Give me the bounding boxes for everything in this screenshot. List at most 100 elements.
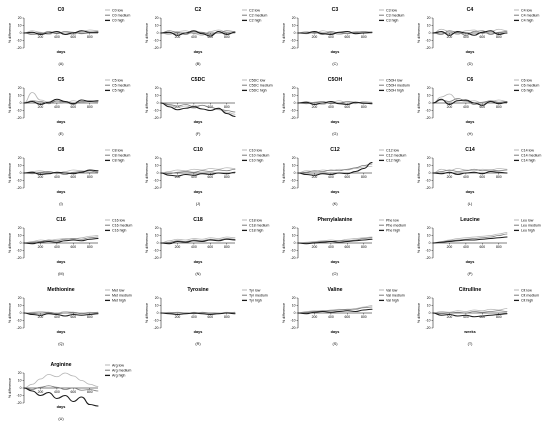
y-tick-label: 20: [427, 156, 431, 160]
legend-entry: C5DC medium: [249, 84, 273, 88]
x-tick-label: 800: [87, 245, 93, 249]
x-tick-label: 400: [328, 315, 334, 319]
series-line: [160, 238, 236, 244]
legend-entry: C5OH low: [386, 78, 403, 82]
y-tick-label: 0: [429, 31, 431, 35]
y-tick-label: 10: [427, 304, 431, 308]
legend-entry: C18 medium: [249, 224, 269, 228]
x-axis-label: days: [194, 330, 203, 334]
legend-entry: Phe medium: [386, 224, 406, 228]
legend-entry: Met low: [112, 288, 125, 292]
y-tick-label: 10: [155, 234, 159, 238]
chart-title: C16: [56, 217, 66, 223]
x-tick-label: 200: [175, 315, 181, 319]
legend-entry: Arg low: [112, 363, 124, 367]
y-tick-label: 10: [18, 379, 22, 383]
y-tick-label: 20: [427, 86, 431, 90]
series-line: [297, 238, 373, 245]
chart-panel: C16 % difference -20 -10 0 10 20 200 400 600 800 da…: [8, 217, 132, 276]
x-tick-label: 200: [447, 315, 453, 319]
x-axis-label: days: [331, 50, 340, 54]
y-tick-label: 10: [427, 164, 431, 168]
legend-entry: C4 low: [521, 8, 532, 12]
y-tick-label: -10: [426, 319, 431, 323]
legend-entry: C5OH high: [386, 89, 404, 93]
legend-entry: C18 high: [249, 229, 263, 233]
x-tick-label: 800: [496, 35, 502, 39]
x-axis-label: days: [57, 260, 66, 264]
y-tick-label: 0: [20, 311, 22, 315]
y-tick-label: -20: [154, 116, 159, 120]
legend-entry: C2 high: [249, 19, 261, 23]
series-line: [297, 161, 373, 176]
chart-title: Valine: [328, 287, 343, 293]
legend-entry: C5DC low: [249, 78, 266, 82]
x-tick-label: 800: [361, 175, 367, 179]
chart-title: Arginine: [50, 362, 71, 368]
legend-entry: Val medium: [386, 294, 405, 298]
y-tick-label: 20: [18, 16, 22, 20]
y-tick-label: 20: [292, 296, 296, 300]
series-line: [23, 92, 99, 104]
panel-label: (K): [332, 202, 338, 206]
y-tick-label: -20: [426, 256, 431, 260]
legend-entry: C3 medium: [386, 14, 404, 18]
y-tick-label: 20: [18, 296, 22, 300]
x-axis-label: days: [57, 190, 66, 194]
legend-entry: C14 medium: [521, 154, 541, 158]
y-axis-label: % difference: [8, 93, 12, 113]
y-tick-label: 0: [20, 386, 22, 390]
y-tick-label: -20: [17, 46, 22, 50]
legend-entry: Arg medium: [112, 369, 131, 373]
x-tick-label: 800: [361, 105, 367, 109]
x-axis-label: days: [466, 260, 475, 264]
x-tick-label: 600: [70, 390, 76, 394]
series-line: [432, 308, 508, 314]
x-axis-label: days: [57, 330, 66, 334]
x-tick-label: 200: [38, 175, 44, 179]
y-tick-label: 10: [18, 94, 22, 98]
x-tick-label: 600: [70, 315, 76, 319]
legend-entry: C10 high: [249, 159, 263, 163]
x-tick-label: 600: [70, 35, 76, 39]
y-tick-label: -20: [291, 116, 296, 120]
y-axis-label: % difference: [417, 23, 421, 43]
y-tick-label: -20: [291, 186, 296, 190]
y-tick-label: 20: [155, 86, 159, 90]
chart-title: Phenylalanine: [318, 217, 353, 223]
x-tick-label: 800: [361, 315, 367, 319]
x-axis-label: days: [194, 190, 203, 194]
y-tick-label: 0: [294, 241, 296, 245]
y-axis-label: % difference: [145, 303, 149, 323]
x-tick-label: 200: [38, 390, 44, 394]
legend-entry: C5 low: [112, 78, 123, 82]
chart-panel: C2 % difference -20 -10 0 10 20 200 400 600 800 day…: [145, 7, 267, 66]
x-axis-label: days: [331, 120, 340, 124]
series-line: [297, 236, 373, 244]
y-tick-label: 20: [155, 296, 159, 300]
x-axis-label: days: [57, 120, 66, 124]
y-axis-label: % difference: [8, 233, 12, 253]
chart-title: Leucine: [460, 217, 480, 223]
x-tick-label: 800: [224, 315, 230, 319]
y-tick-label: -10: [17, 179, 22, 183]
chart-title: C18: [193, 217, 203, 223]
chart-title: C0: [58, 7, 65, 13]
x-tick-label: 200: [447, 245, 453, 249]
y-tick-label: -20: [426, 186, 431, 190]
y-tick-label: -10: [17, 394, 22, 398]
chart-panel: C6 % difference -20 -10 0 10 20 200 400 600 800 day…: [417, 77, 539, 136]
series-line: [432, 30, 508, 36]
series-line: [23, 372, 99, 389]
x-tick-label: 200: [175, 245, 181, 249]
y-tick-label: 0: [429, 241, 431, 245]
x-tick-label: 600: [479, 175, 485, 179]
y-tick-label: 20: [292, 226, 296, 230]
panel-label: (M): [58, 272, 64, 276]
y-tick-label: -10: [426, 249, 431, 253]
x-tick-label: 600: [344, 175, 350, 179]
x-tick-label: 600: [479, 315, 485, 319]
y-tick-label: 20: [18, 156, 22, 160]
legend-entry: C2 low: [249, 8, 260, 12]
